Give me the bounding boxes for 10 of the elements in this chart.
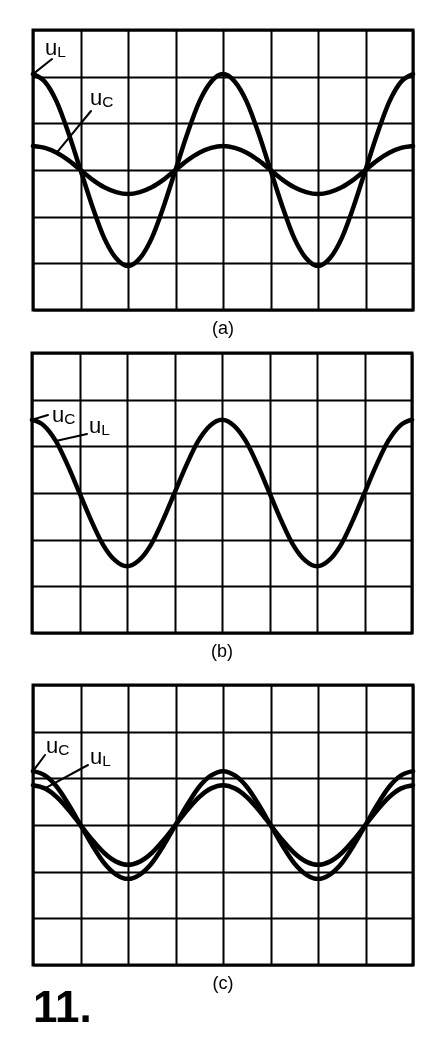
annotation: u$_{C}$	[52, 402, 76, 428]
series-label: u$_{L}$	[45, 35, 67, 61]
text: (c)	[212, 973, 234, 993]
text: (b)	[211, 641, 233, 661]
text: 11.	[33, 982, 92, 1031]
series-label: u$_{C}$	[46, 733, 70, 759]
annotation: u$_{L}$	[89, 413, 111, 439]
legend-label: u$_{L}$	[90, 744, 112, 770]
text: u$_{C}$	[90, 85, 114, 111]
text: (a)	[212, 318, 234, 338]
